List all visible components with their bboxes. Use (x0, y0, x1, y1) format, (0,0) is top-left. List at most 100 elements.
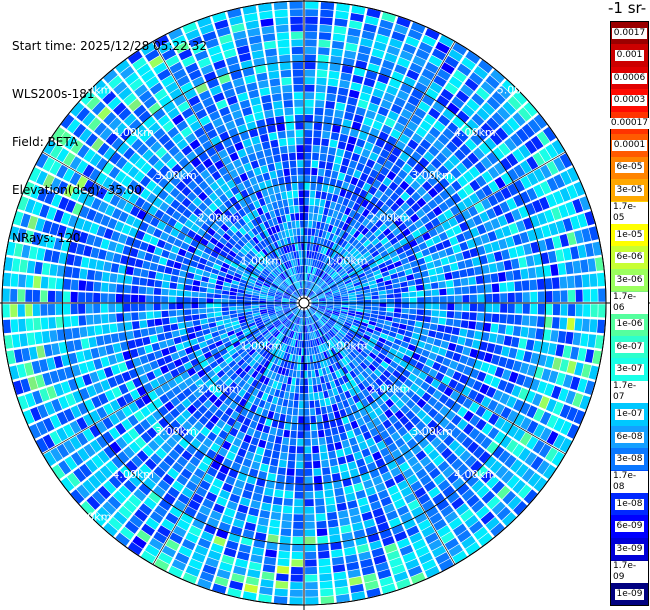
range-bin (239, 99, 251, 109)
range-bin (319, 360, 325, 368)
range-bin (135, 365, 146, 376)
range-bin (336, 3, 350, 13)
range-bin (451, 180, 462, 192)
range-bin (310, 175, 317, 183)
range-bin (220, 413, 230, 423)
range-bin (341, 240, 348, 248)
range-bin (134, 509, 148, 522)
range-bin (257, 263, 265, 270)
range-bin (522, 303, 530, 314)
range-bin (438, 347, 447, 357)
range-bin (267, 306, 275, 309)
range-bin (331, 286, 338, 291)
range-bin (392, 317, 401, 323)
range-bin (323, 351, 329, 359)
range-bin (266, 236, 273, 244)
range-bin (344, 242, 351, 250)
range-bin (304, 408, 310, 416)
range-bin (559, 276, 568, 289)
range-bin (269, 326, 276, 333)
range-bin (56, 180, 69, 195)
range-bin (336, 333, 343, 340)
range-bin (391, 564, 406, 575)
range-bin (261, 571, 275, 581)
range-bin (216, 26, 231, 37)
range-bin (237, 347, 246, 355)
range-bin (310, 307, 317, 312)
range-bin (385, 316, 393, 322)
range-bin (170, 396, 181, 407)
range-bin (354, 253, 362, 260)
range-bin (570, 376, 581, 391)
range-bin (306, 281, 309, 289)
range-bin (308, 385, 313, 393)
range-bin (342, 325, 350, 332)
range-bin (306, 273, 309, 281)
range-bin (172, 480, 184, 492)
range-bin (227, 587, 242, 598)
range-bin (317, 329, 323, 336)
range-bin (263, 556, 277, 566)
range-bin (333, 345, 339, 353)
range-bin (298, 250, 302, 258)
range-bin (420, 139, 432, 150)
range-bin (304, 310, 306, 318)
range-bin (457, 188, 468, 200)
range-bin (99, 465, 113, 479)
range-bin (478, 142, 491, 155)
range-bin (75, 217, 86, 230)
range-bin (308, 309, 313, 316)
range-bin (246, 82, 258, 92)
range-bin (440, 88, 454, 101)
range-bin (212, 12, 227, 23)
range-bin (291, 244, 296, 252)
range-bin (63, 278, 72, 290)
range-bin (118, 383, 129, 395)
range-bin (515, 349, 525, 361)
range-bin (500, 406, 512, 419)
range-bin (453, 278, 461, 287)
range-bin (170, 245, 180, 254)
range-bin (293, 316, 298, 323)
range-bin (390, 466, 402, 477)
range-bin (490, 69, 505, 84)
range-bin (233, 30, 247, 41)
range-bin (108, 180, 120, 193)
range-bin (177, 283, 185, 290)
range-bin (324, 312, 331, 317)
range-bin (294, 355, 299, 363)
range-bin (364, 296, 372, 300)
range-bin (281, 153, 289, 162)
colorbar-tick-label: 0.001 (614, 50, 645, 62)
range-bin (367, 324, 376, 330)
range-bin (271, 260, 278, 268)
range-bin (100, 215, 111, 227)
range-bin (292, 62, 303, 70)
range-bin (197, 537, 211, 549)
range-bin (205, 175, 215, 186)
range-bin (56, 164, 68, 179)
range-bin (145, 49, 160, 62)
range-bin (194, 218, 204, 228)
range-bin (358, 465, 368, 475)
range-bin (410, 480, 423, 492)
range-bin (285, 290, 292, 295)
range-bin (397, 90, 410, 101)
range-bin (497, 379, 508, 391)
range-bin (344, 321, 352, 327)
range-bin (479, 341, 488, 351)
range-bin (225, 475, 236, 486)
range-bin (318, 391, 324, 400)
range-bin (304, 130, 313, 138)
range-bin (320, 376, 325, 384)
range-bin (538, 443, 552, 458)
range-bin (361, 398, 369, 407)
range-bin (262, 316, 270, 321)
range-bin (387, 485, 399, 496)
range-bin (259, 375, 266, 383)
range-bin (108, 283, 117, 293)
range-bin (168, 310, 177, 317)
range-bin (380, 214, 389, 223)
range-bin (407, 29, 423, 41)
range-bin (411, 444, 422, 455)
